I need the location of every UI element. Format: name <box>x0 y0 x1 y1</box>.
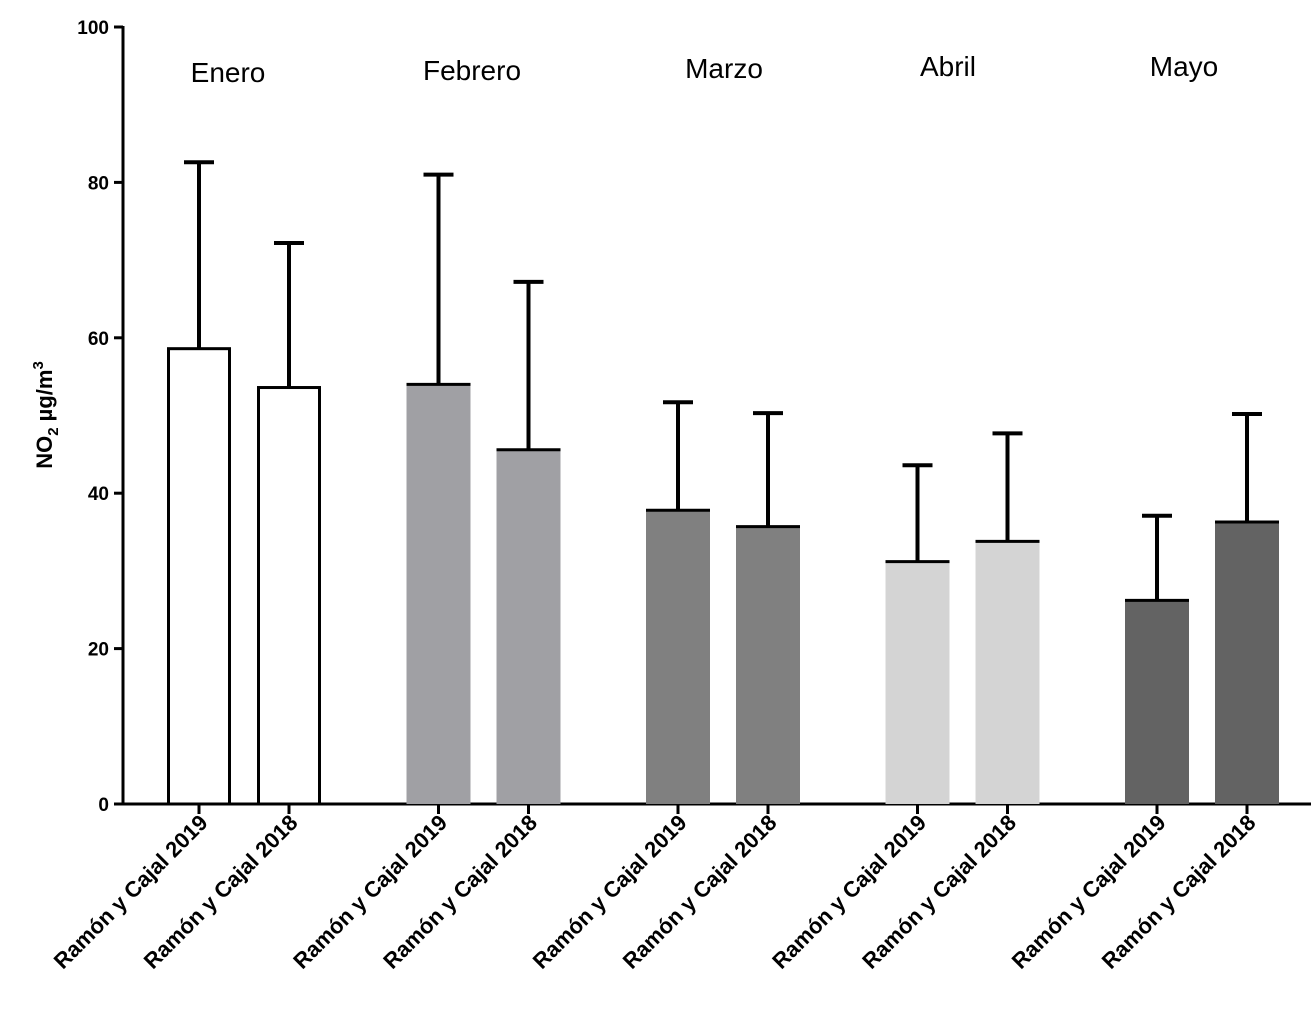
category-label: Ramón y Cajal 2019 <box>767 810 931 974</box>
y-axis: 0 20 40 60 80 100 <box>77 18 125 816</box>
bar <box>167 347 231 806</box>
bar <box>975 541 1040 804</box>
category-label: Ramón y Cajal 2019 <box>288 810 452 974</box>
group-label: Febrero <box>423 55 521 86</box>
bar <box>406 384 471 804</box>
category-label: Ramón y Cajal 2018 <box>857 810 1021 974</box>
bar <box>646 510 710 804</box>
category-label: Ramón y Cajal 2018 <box>618 810 782 974</box>
y-tick-label: 0 <box>98 795 109 816</box>
category-label: Ramón y Cajal 2018 <box>378 810 542 974</box>
group-labels: Enero Febrero Marzo Abril Mayo <box>191 51 1219 88</box>
y-tick-label: 100 <box>77 18 109 39</box>
y-tick-label: 20 <box>88 640 109 661</box>
y-axis-title: NO2 µg/m3 <box>30 361 62 469</box>
bars <box>167 160 1279 806</box>
category-label: Ramón y Cajal 2019 <box>49 810 213 974</box>
bar <box>736 526 800 804</box>
y-tick-label: 80 <box>88 173 109 194</box>
category-label: Ramón y Cajal 2019 <box>528 810 692 974</box>
group-label: Marzo <box>685 53 763 84</box>
group-label: Mayo <box>1150 51 1218 82</box>
bar <box>257 386 321 806</box>
bar <box>1215 521 1279 804</box>
bar <box>885 561 950 804</box>
bar <box>1125 600 1189 804</box>
category-label: Ramón y Cajal 2018 <box>139 810 303 974</box>
group-label: Enero <box>191 57 266 88</box>
y-tick-label: 60 <box>88 329 109 350</box>
group-label: Abril <box>920 51 976 82</box>
bar <box>496 449 561 804</box>
category-label: Ramón y Cajal 2019 <box>1007 810 1171 974</box>
y-tick-label: 40 <box>88 484 109 505</box>
category-label: Ramón y Cajal 2018 <box>1097 810 1261 974</box>
